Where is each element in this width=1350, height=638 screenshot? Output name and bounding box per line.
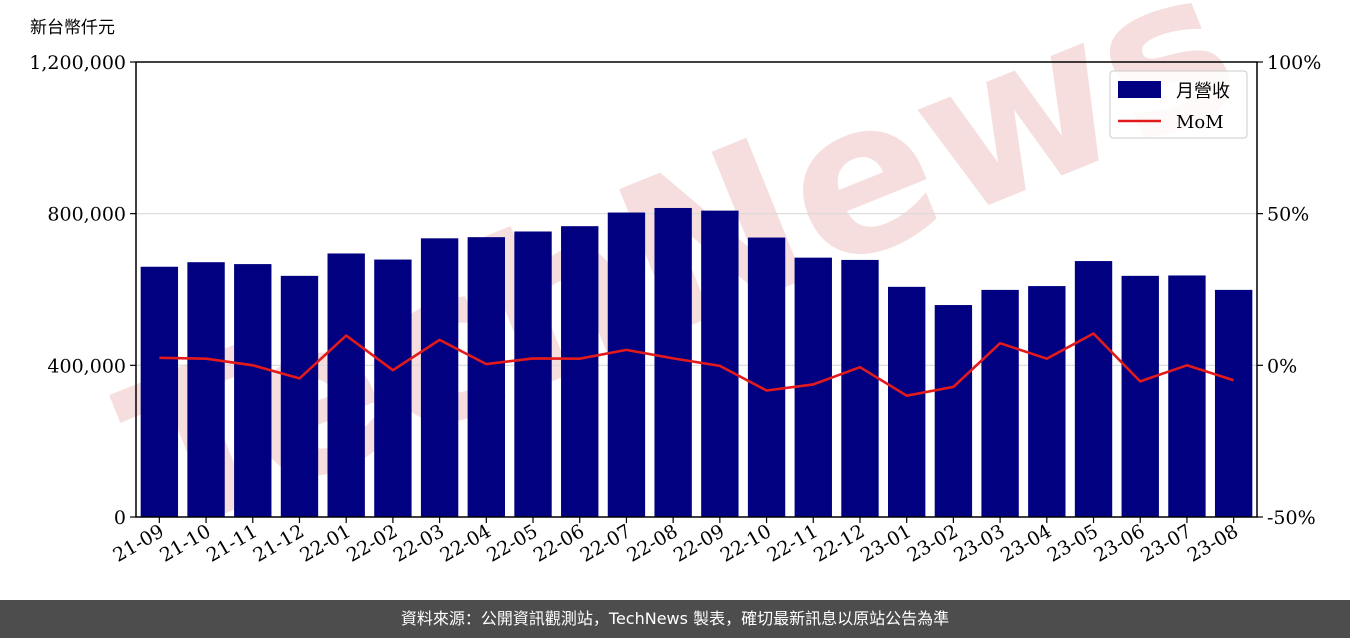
- revenue-chart: TechNews 新台幣仟元0400,000800,0001,200,000-5…: [29, 0, 1321, 584]
- x-tick-label: 23-08: [1184, 520, 1242, 566]
- x-tick-label: 23-04: [997, 520, 1055, 566]
- bar-22-01: [327, 253, 365, 517]
- bar-23-06: [1121, 275, 1159, 517]
- bar-series: [140, 207, 1253, 518]
- right-tick-label: 100%: [1267, 52, 1321, 74]
- bar-22-04: [467, 237, 505, 518]
- bar-23-08: [1214, 289, 1253, 517]
- x-tick-label: 23-06: [1090, 520, 1148, 566]
- left-tick-label: 1,200,000: [29, 52, 126, 74]
- bar-23-05: [1074, 261, 1113, 517]
- bar-23-07: [1168, 275, 1206, 517]
- bar-23-02: [934, 305, 973, 517]
- gridlines: [136, 213, 1257, 366]
- right-tick-label: 0%: [1267, 355, 1297, 377]
- bar-22-05: [514, 231, 552, 518]
- bar-21-10: [187, 262, 225, 517]
- x-tick-label: 23-05: [1044, 520, 1102, 566]
- bar-22-08: [654, 207, 692, 517]
- x-tick-label: 22-11: [763, 520, 821, 566]
- left-tick-label: 0: [114, 507, 126, 529]
- legend: 月營收 MoM: [1109, 70, 1248, 139]
- source-footer: 資料來源：公開資訊觀測站，TechNews 製表，確切最新訊息以原站公告為準: [0, 600, 1350, 638]
- x-tick-label: 23-07: [1137, 520, 1195, 566]
- x-tick-label: 22-10: [717, 520, 775, 566]
- bar-22-02: [374, 259, 412, 517]
- mom-line: [159, 332, 1234, 398]
- bar-23-03: [981, 289, 1019, 517]
- x-tick-label: 23-01: [857, 520, 915, 566]
- x-tick-label: 22-03: [390, 520, 448, 566]
- bar-23-04: [1028, 286, 1066, 517]
- bar-21-12: [280, 275, 319, 517]
- bar-22-07: [607, 212, 646, 517]
- x-tick-label: 22-05: [483, 520, 541, 566]
- bar-22-12: [841, 259, 879, 517]
- bar-23-01: [888, 286, 926, 517]
- mom-line-series: [159, 332, 1234, 398]
- x-tick-label: 22-02: [343, 520, 401, 566]
- bar-22-10: [747, 237, 786, 517]
- right-tick-label: 50%: [1267, 204, 1309, 226]
- y-unit-label: 新台幣仟元: [30, 18, 115, 38]
- x-tick-label: 22-12: [810, 520, 868, 566]
- x-tick-label: 22-07: [576, 520, 634, 566]
- x-tick-label: 22-09: [670, 520, 728, 566]
- x-tick-label: 22-04: [436, 520, 494, 566]
- legend-label-revenue: 月營收: [1176, 81, 1230, 102]
- bar-22-06: [561, 226, 599, 517]
- bar-21-09: [140, 266, 179, 517]
- x-tick-label: 22-08: [623, 520, 681, 566]
- x-tick-label: 23-03: [950, 520, 1008, 566]
- right-tick-label: -50%: [1267, 507, 1316, 529]
- legend-swatch-bar: [1118, 81, 1161, 98]
- left-tick-label: 800,000: [47, 204, 126, 226]
- x-tick-label: 22-06: [530, 520, 588, 566]
- x-tick-label: 23-02: [903, 520, 961, 566]
- left-tick-label: 400,000: [47, 355, 126, 377]
- legend-label-mom: MoM: [1176, 112, 1224, 133]
- bar-22-03: [420, 238, 459, 517]
- bar-21-11: [234, 264, 272, 517]
- plot-frame: [135, 61, 1258, 518]
